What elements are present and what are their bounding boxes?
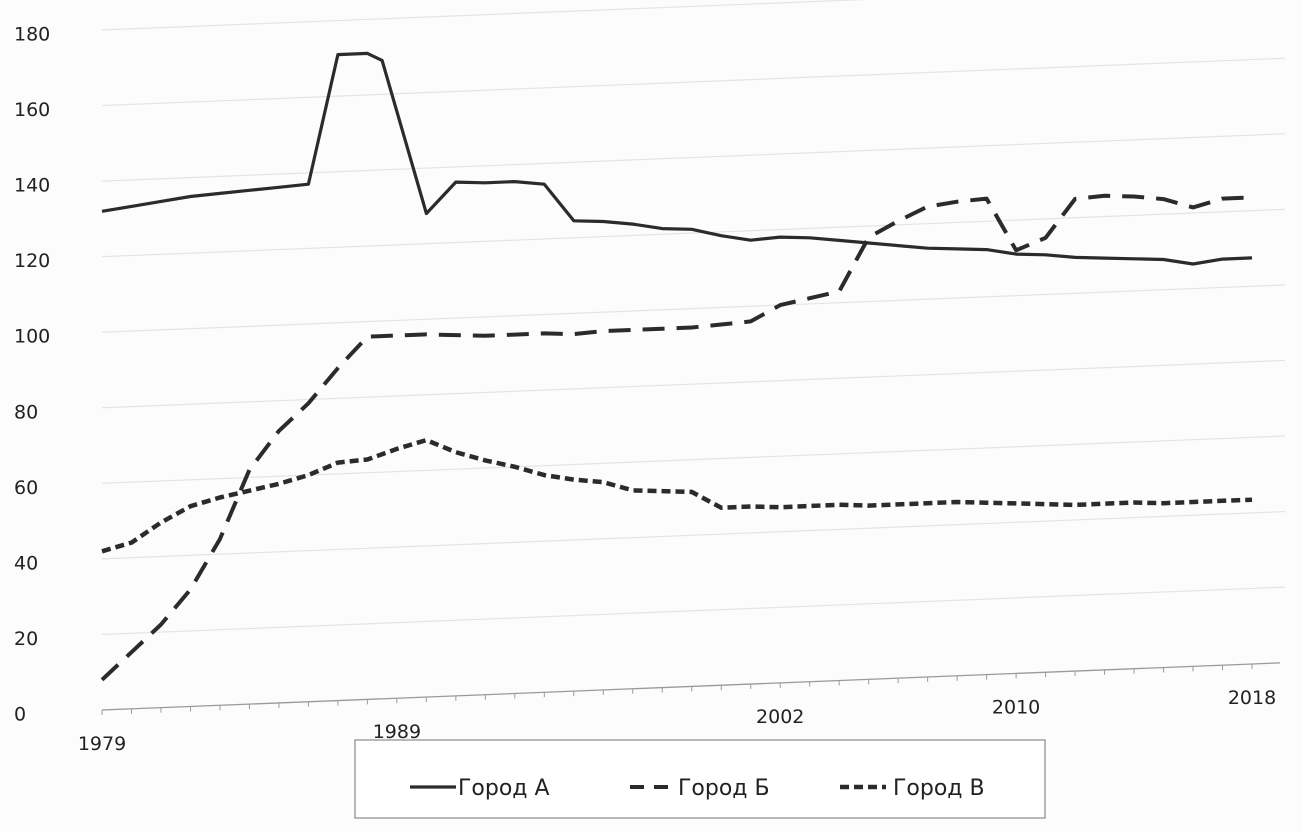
x-tick-label: 2010 <box>992 696 1040 718</box>
legend-label: Город А <box>458 776 550 801</box>
legend-box <box>354 739 1046 819</box>
gridline <box>101 57 1286 107</box>
x-tick-label: 2018 <box>1228 687 1276 709</box>
series-line-3 <box>101 437 1253 554</box>
y-tick-label: 160 <box>14 99 50 121</box>
series-line-1 <box>101 51 1253 266</box>
legend-label: Город Б <box>678 776 770 801</box>
gridline <box>101 0 868 31</box>
y-tick-label: 20 <box>14 628 38 650</box>
y-tick-label: 0 <box>14 704 26 726</box>
gridline <box>101 586 1286 636</box>
y-tick-label: 40 <box>14 552 38 574</box>
gridline <box>101 284 1286 333</box>
gridline <box>101 435 1286 484</box>
x-axis-line <box>101 662 1281 711</box>
y-tick-label: 100 <box>14 326 50 348</box>
gridline <box>101 359 1286 409</box>
y-tick-label: 140 <box>14 175 50 197</box>
y-tick-label: 180 <box>14 24 50 46</box>
y-tick-label: 120 <box>14 250 50 272</box>
x-tick-label: 2002 <box>756 706 804 728</box>
gridline <box>101 133 1286 182</box>
x-tick-label: 1979 <box>78 733 126 755</box>
y-tick-label: 60 <box>14 477 38 499</box>
x-tick-label: 1989 <box>373 721 421 743</box>
gridline <box>101 208 1286 258</box>
y-tick-label: 80 <box>14 401 38 423</box>
gridline <box>101 510 1286 560</box>
legend-label: Город В <box>893 776 985 801</box>
series-line-2 <box>100 193 1253 682</box>
